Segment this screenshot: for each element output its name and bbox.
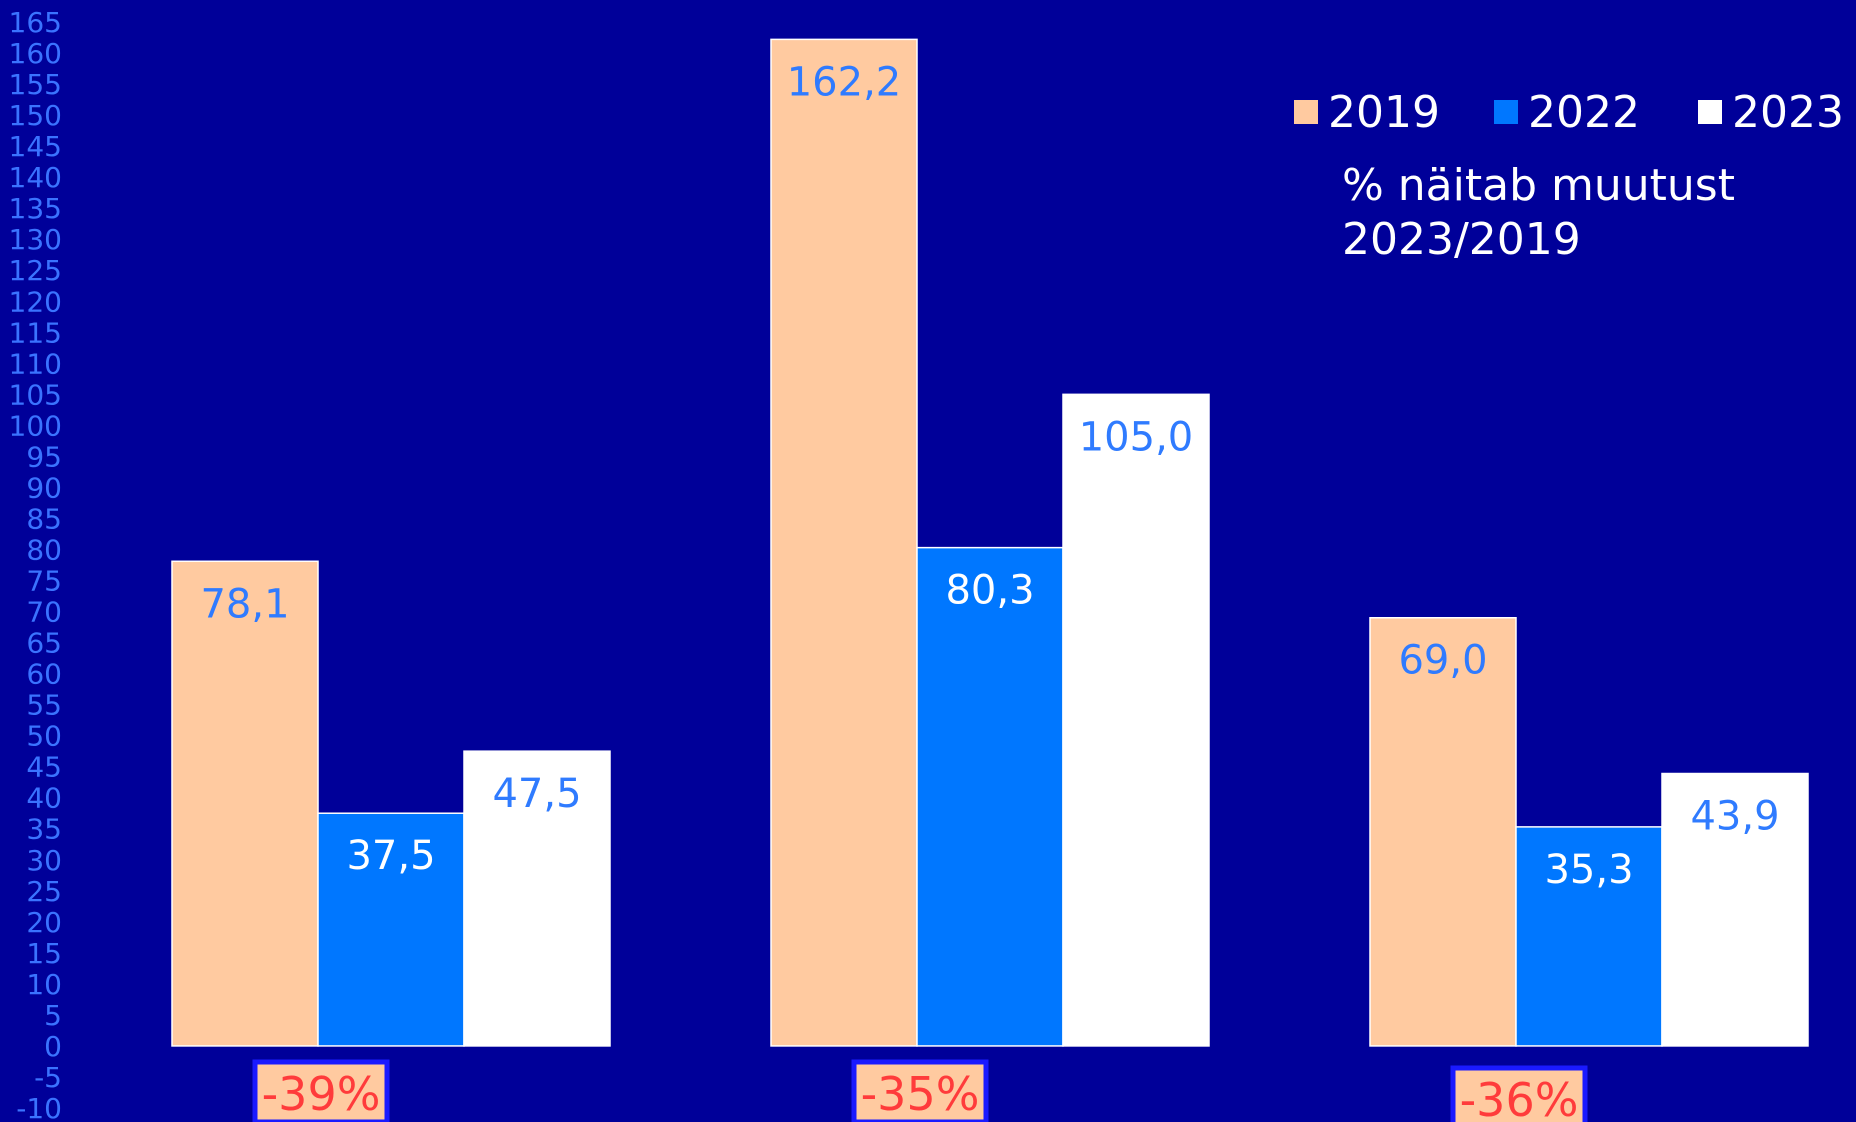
y-tick-label: 90 xyxy=(26,471,62,504)
y-tick-label: 70 xyxy=(26,596,62,629)
y-tick-label: 80 xyxy=(26,533,62,566)
data-label: 43,9 xyxy=(1690,794,1779,840)
y-tick-label: 120 xyxy=(9,285,62,318)
y-tick-label: 105 xyxy=(9,378,62,411)
bar-2022 xyxy=(1515,826,1663,1047)
y-tick-label: 110 xyxy=(9,347,62,380)
y-tick-label: 155 xyxy=(9,68,62,101)
note-line: % näitab muutust xyxy=(1342,160,1735,211)
y-tick-label: 10 xyxy=(26,968,62,1001)
y-tick-label: 75 xyxy=(26,565,62,598)
note-line: 2023/2019 xyxy=(1342,214,1581,265)
y-tick-label: 100 xyxy=(9,409,62,442)
legend-swatch xyxy=(1698,100,1722,124)
y-tick-label: 55 xyxy=(26,689,62,722)
change-badge: -39% xyxy=(252,1059,390,1122)
y-tick-label: -5 xyxy=(34,1061,62,1094)
bar-2023 xyxy=(463,750,611,1047)
y-tick-label: 65 xyxy=(26,627,62,660)
bar-2019 xyxy=(770,38,918,1047)
legend-swatch xyxy=(1294,100,1318,124)
data-label: 78,1 xyxy=(200,581,289,627)
y-tick-label: 140 xyxy=(9,161,62,194)
y-tick-label: 145 xyxy=(9,130,62,163)
y-tick-label: 0 xyxy=(44,1030,62,1063)
bar-2023 xyxy=(1062,393,1210,1047)
legend-item-2022: 2022 xyxy=(1494,87,1640,138)
bar-2022 xyxy=(916,546,1064,1047)
y-tick-label: 125 xyxy=(9,254,62,287)
legend-swatch xyxy=(1494,100,1518,124)
bar-2019 xyxy=(1369,616,1517,1047)
change-label: -35% xyxy=(861,1067,980,1121)
data-label: 105,0 xyxy=(1079,414,1194,460)
bar-2019 xyxy=(171,560,319,1047)
y-tick-label: 5 xyxy=(44,999,62,1032)
change-badge: -36% xyxy=(1450,1065,1588,1122)
y-tick-label: 50 xyxy=(26,720,62,753)
bar-2022 xyxy=(317,812,465,1047)
value-labels: 78,1 162,2 69,0 37,5 80,3 35,3 47,5 105,0 43,9 xyxy=(200,59,1779,893)
y-tick-label: 160 xyxy=(9,37,62,70)
legend-label: 2022 xyxy=(1528,87,1640,138)
y-tick-label: 15 xyxy=(26,937,62,970)
data-label: 162,2 xyxy=(787,59,902,105)
y-tick-label: 45 xyxy=(26,751,62,784)
change-label: -39% xyxy=(262,1067,381,1121)
y-tick-label: 20 xyxy=(26,906,62,939)
legend-item-2019: 2019 xyxy=(1294,87,1440,138)
bars xyxy=(171,38,1809,1047)
legend-item-2023: 2023 xyxy=(1698,87,1844,138)
bar-2023 xyxy=(1661,772,1809,1047)
y-tick-label: 30 xyxy=(26,844,62,877)
change-badge: -35% xyxy=(851,1059,989,1122)
y-tick-label: 40 xyxy=(26,782,62,815)
y-axis: -10-505101520253035404550556065707580859… xyxy=(9,6,62,1122)
y-tick-label: 135 xyxy=(9,192,62,225)
y-tick-label: 165 xyxy=(9,6,62,39)
data-label: 35,3 xyxy=(1544,847,1633,893)
y-tick-label: 150 xyxy=(9,99,62,132)
data-label: 80,3 xyxy=(945,568,1034,614)
y-tick-label: 95 xyxy=(26,440,62,473)
data-label: 37,5 xyxy=(346,833,435,879)
legend-label: 2019 xyxy=(1328,87,1440,138)
change-label: -36% xyxy=(1460,1073,1579,1122)
y-tick-label: 60 xyxy=(26,658,62,691)
y-tick-label: -10 xyxy=(16,1092,62,1122)
y-tick-label: 85 xyxy=(26,502,62,535)
data-label: 69,0 xyxy=(1398,638,1487,684)
y-tick-label: 130 xyxy=(9,223,62,256)
legend: 2019 2022 2023 xyxy=(1294,87,1844,138)
y-tick-label: 25 xyxy=(26,875,62,908)
y-tick-label: 35 xyxy=(26,813,62,846)
change-labels: -39% -35% -36% xyxy=(252,1059,1588,1122)
legend-label: 2023 xyxy=(1732,87,1844,138)
y-tick-label: 115 xyxy=(9,316,62,349)
data-label: 47,5 xyxy=(492,771,581,817)
